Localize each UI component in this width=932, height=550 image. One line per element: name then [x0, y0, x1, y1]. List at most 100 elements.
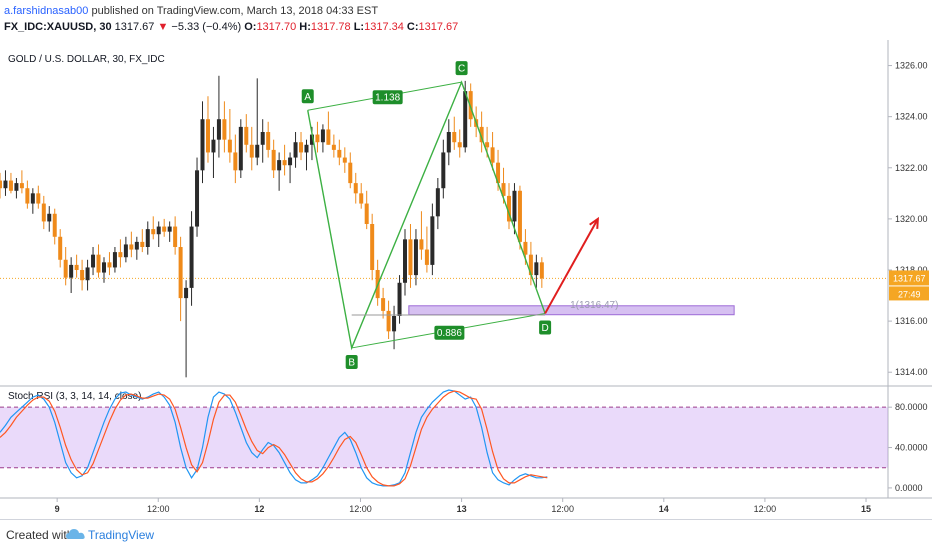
candle-body	[85, 267, 90, 281]
chart-area[interactable]: 1326.00 1324.00 1322.00 1320.00 1318.00 1316.…	[0, 40, 932, 518]
candle-body	[512, 190, 517, 222]
candle-body	[0, 180, 2, 189]
candle-body	[200, 119, 205, 171]
ratio-ac-label-box	[372, 90, 403, 105]
candle-body	[315, 134, 320, 143]
candle-body	[331, 144, 336, 150]
candle-body	[288, 157, 293, 166]
candle-body	[386, 310, 391, 332]
candle-body	[381, 298, 386, 311]
pattern-zigzag	[307, 80, 546, 351]
candle-body	[118, 252, 123, 258]
candle-body	[435, 188, 440, 217]
candle-body	[145, 229, 150, 247]
candle-body	[359, 193, 364, 204]
candle-body	[419, 239, 424, 250]
candle-body	[348, 162, 353, 184]
price-tick-label: 1316.00	[895, 316, 928, 326]
countdown-tag	[889, 286, 929, 301]
candle-body	[403, 239, 408, 283]
candle-body	[184, 287, 189, 299]
candle-body	[74, 264, 79, 270]
pattern-point-b-box	[345, 354, 358, 369]
time-tick-label: 12:00	[147, 504, 170, 514]
time-tick-label: 15	[861, 504, 871, 514]
price-pane-title: GOLD / U.S. DOLLAR, 30, FX_IDC	[8, 54, 165, 65]
target-zone	[408, 305, 735, 316]
tradingview-cloud-icon	[66, 529, 85, 539]
candle-body	[216, 119, 221, 140]
tradingview-link[interactable]: TradingView	[88, 528, 155, 542]
candle-body	[63, 259, 68, 278]
time-tick-label: 14	[659, 504, 669, 514]
candle-body	[52, 213, 57, 237]
chart-svg[interactable]: 1326.00 1324.00 1322.00 1320.00 1318.00 1316.…	[0, 40, 932, 518]
candle-body	[36, 193, 41, 204]
candle-body	[397, 282, 402, 316]
pattern-point-a-box	[301, 89, 314, 104]
candle-body	[271, 149, 276, 171]
close-label: C:	[406, 21, 419, 33]
symbol[interactable]: FX_IDC:XAUUSD, 30	[4, 21, 112, 33]
candle-body	[238, 126, 243, 171]
candle-body	[364, 203, 369, 224]
candle-body	[167, 226, 172, 232]
candle-body	[479, 126, 484, 143]
rsi-band	[0, 407, 888, 468]
candle-body	[293, 142, 298, 158]
candle-body	[277, 160, 282, 171]
author-link[interactable]: a.farshidnasab00	[4, 5, 89, 17]
candle-body	[304, 144, 309, 153]
candle-body	[211, 139, 216, 153]
low-label: L:	[353, 21, 365, 33]
created-with-text: Created with	[6, 528, 74, 542]
projection-arrow	[544, 218, 599, 314]
pattern-point-d-box	[539, 320, 552, 335]
candle-body	[30, 193, 35, 204]
current-price-label: 1317.67	[893, 273, 926, 283]
candle-body	[205, 119, 210, 153]
candle-body	[222, 119, 227, 140]
candle-body	[413, 239, 418, 276]
candle-body	[255, 144, 260, 158]
candle-body	[123, 244, 128, 258]
candle-body	[457, 142, 462, 148]
price-tick-label: 1322.00	[895, 163, 928, 173]
candle-body	[490, 147, 495, 163]
candle-body	[408, 239, 413, 276]
quote-line: FX_IDC:XAUUSD, 30 1317.67 ▼ −5.33 (−0.4%…	[4, 21, 458, 33]
pattern-point-c: C	[458, 64, 465, 75]
candle-body	[129, 244, 134, 250]
rsi-tick-label: 40.0000	[895, 443, 928, 453]
rsi-pane-title: Stoch RSI (3, 3, 14, 14, close)	[8, 391, 141, 402]
candle-body	[227, 139, 232, 153]
footer-divider	[0, 519, 932, 520]
time-tick-label: 9	[55, 504, 60, 514]
price-tick-label: 1326.00	[895, 61, 928, 71]
price-tick-label: 1324.00	[895, 112, 928, 122]
candle-body	[320, 129, 325, 143]
candle-body	[195, 170, 200, 227]
candle-body	[162, 226, 167, 232]
candle-body	[463, 91, 468, 148]
rsi-tick-label: 0.0000	[895, 483, 923, 493]
candle-body	[309, 134, 314, 145]
high-label: H:	[299, 21, 311, 33]
candle-body	[370, 224, 375, 270]
projection-arrowhead	[589, 216, 599, 229]
pattern-point-b: B	[348, 357, 355, 368]
candle-body	[25, 188, 30, 204]
candle-body	[58, 236, 63, 260]
candle-body	[353, 183, 358, 194]
candle-body	[326, 129, 331, 145]
rsi-tick-label: 80.0000	[895, 402, 928, 412]
candle-body	[446, 132, 451, 153]
price-change: −5.33 (−0.4%)	[171, 21, 242, 33]
pattern-point-a: A	[304, 92, 311, 103]
candle-body	[173, 226, 178, 247]
price-tick-label: 1318.00	[895, 265, 928, 275]
candle-body	[539, 262, 544, 279]
candle-body	[156, 226, 161, 235]
candle-body	[468, 91, 473, 120]
candle-body	[19, 183, 24, 189]
